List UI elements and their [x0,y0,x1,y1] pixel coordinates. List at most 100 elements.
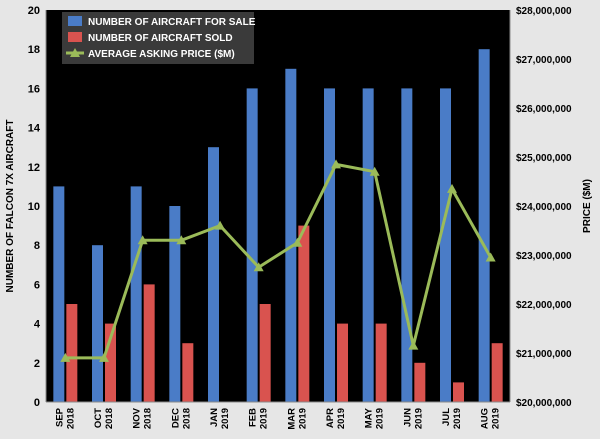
x-tick-month: DEC [170,408,181,428]
price-marker [485,252,496,262]
x-tick-label: APR 2019 [325,408,347,429]
price-marker [369,166,380,176]
legend-label: NUMBER OF AIRCRAFT SOLD [88,33,233,44]
y-tick-label: 12 [28,162,40,174]
bar-sold [375,323,387,402]
x-tick-month: FEB [248,408,259,427]
bar-for-sale [362,88,374,403]
x-tick-year: 2019 [413,408,424,429]
y2-tick-label: $28,000,000 [516,6,572,17]
x-tick-year: 2019 [259,408,270,429]
price-line [65,162,492,360]
bar-sold [491,343,503,402]
x-tick-label: SEP 2018 [54,407,76,429]
y-tick-label: 18 [28,44,40,56]
x-tick-month: APR [325,408,336,428]
price-marker [215,220,225,230]
x-tick-label: DEC 2018 [170,408,192,429]
x-tick-labels: SEP 2018 OCT 2018 NOV 2018 DEC 2018 JAN 2019 FEB 20… [54,407,501,429]
x-tick-label: JAN 2019 [209,408,231,429]
price-marker [253,262,264,272]
bar-for-sale [324,88,335,403]
y2-tick-label: $25,000,000 [516,153,572,164]
x-tick-year: 2018 [181,408,192,429]
bar-for-sale [478,49,490,402]
legend-label: NUMBER OF AIRCRAFT FOR SALE [88,17,256,28]
y-tick-label: 16 [28,83,40,95]
plot-area [46,10,510,402]
x-tick-year: 2019 [297,408,308,429]
bar-sold [259,304,271,402]
price-marker [99,352,109,362]
y-axis-label: NUMBER OF FALCON 7X AIRCRAFT [5,120,16,293]
x-tick-month: JUL [441,408,452,426]
legend-swatch [68,32,82,42]
x-tick-month: OCT [93,408,104,428]
y-tick-label: 10 [28,201,40,213]
x-tick-year: 2019 [452,408,463,429]
bar-sold [66,304,78,402]
x-tick-month: SEP [54,407,65,427]
y-tick-label: 14 [28,123,41,135]
y-tick-labels: 0 2 4 6 8 10 12 14 16 18 20 [28,5,41,409]
x-tick-label: JUN 2019 [402,408,424,429]
x-tick-month: JAN [209,408,220,427]
price-marker [408,340,419,350]
x-tick-label: MAY 2019 [364,407,386,429]
y2-tick-label: $27,000,000 [516,55,572,66]
y2-tick-label: $26,000,000 [516,104,572,115]
bar-sold [105,323,116,402]
bar-for-sale [208,147,219,402]
x-tick-label: FEB 2019 [248,408,270,429]
y2-tick-label: $22,000,000 [516,300,572,311]
legend-label: AVERAGE ASKING PRICE ($M) [88,49,235,60]
y2-tick-label: $21,000,000 [516,349,572,360]
legend: NUMBER OF AIRCRAFT FOR SALE NUMBER OF AIR… [62,12,256,64]
bar-sold [453,382,464,402]
bar-for-sale [130,186,142,402]
price-marker [60,352,71,362]
bar-for-sale [53,186,65,402]
x-tick-label: MAR 2019 [286,408,308,430]
y2-tick-label: $24,000,000 [516,202,572,213]
price-line-group [60,159,496,362]
y-tick-label: 4 [34,319,41,331]
x-tick-year: 2019 [336,408,347,429]
x-tick-month: NOV [132,407,143,428]
axes-group [45,10,511,403]
x-tick-year: 2019 [375,408,386,429]
price-marker [331,159,341,169]
legend-swatch [68,16,82,26]
x-tick-month: JUN [402,408,413,427]
bar-sold [414,362,426,402]
price-marker [292,237,303,247]
bar-sold [143,284,155,402]
bar-for-sale [92,245,103,402]
bars-group [53,49,503,403]
y-tick-label: 20 [28,5,40,17]
bar-sold [182,343,194,402]
x-tick-year: 2018 [104,408,115,429]
bar-sold [298,225,310,402]
y2-tick-labels: $20,000,000 $21,000,000 $22,000,000 $23,000… [516,6,572,409]
x-tick-year: 2018 [65,408,76,429]
legend-box [62,12,254,64]
bar-sold [337,323,348,402]
price-marker [447,183,457,193]
bar-for-sale [169,206,181,402]
bar-for-sale [246,88,258,403]
y-tick-label: 8 [34,240,40,252]
y2-axis-label: PRICE ($M) [582,179,593,233]
x-tick-label: NOV 2018 [132,407,154,429]
y-tick-label: 2 [34,358,40,370]
x-tick-year: 2019 [220,408,231,429]
x-tick-year: 2018 [143,408,154,429]
price-marker [176,235,187,245]
x-tick-month: AUG [480,408,491,429]
x-tick-year: 2019 [491,408,502,429]
x-tick-label: JUL 2019 [441,408,463,429]
y-tick-label: 6 [34,279,40,291]
bar-for-sale [285,68,297,403]
